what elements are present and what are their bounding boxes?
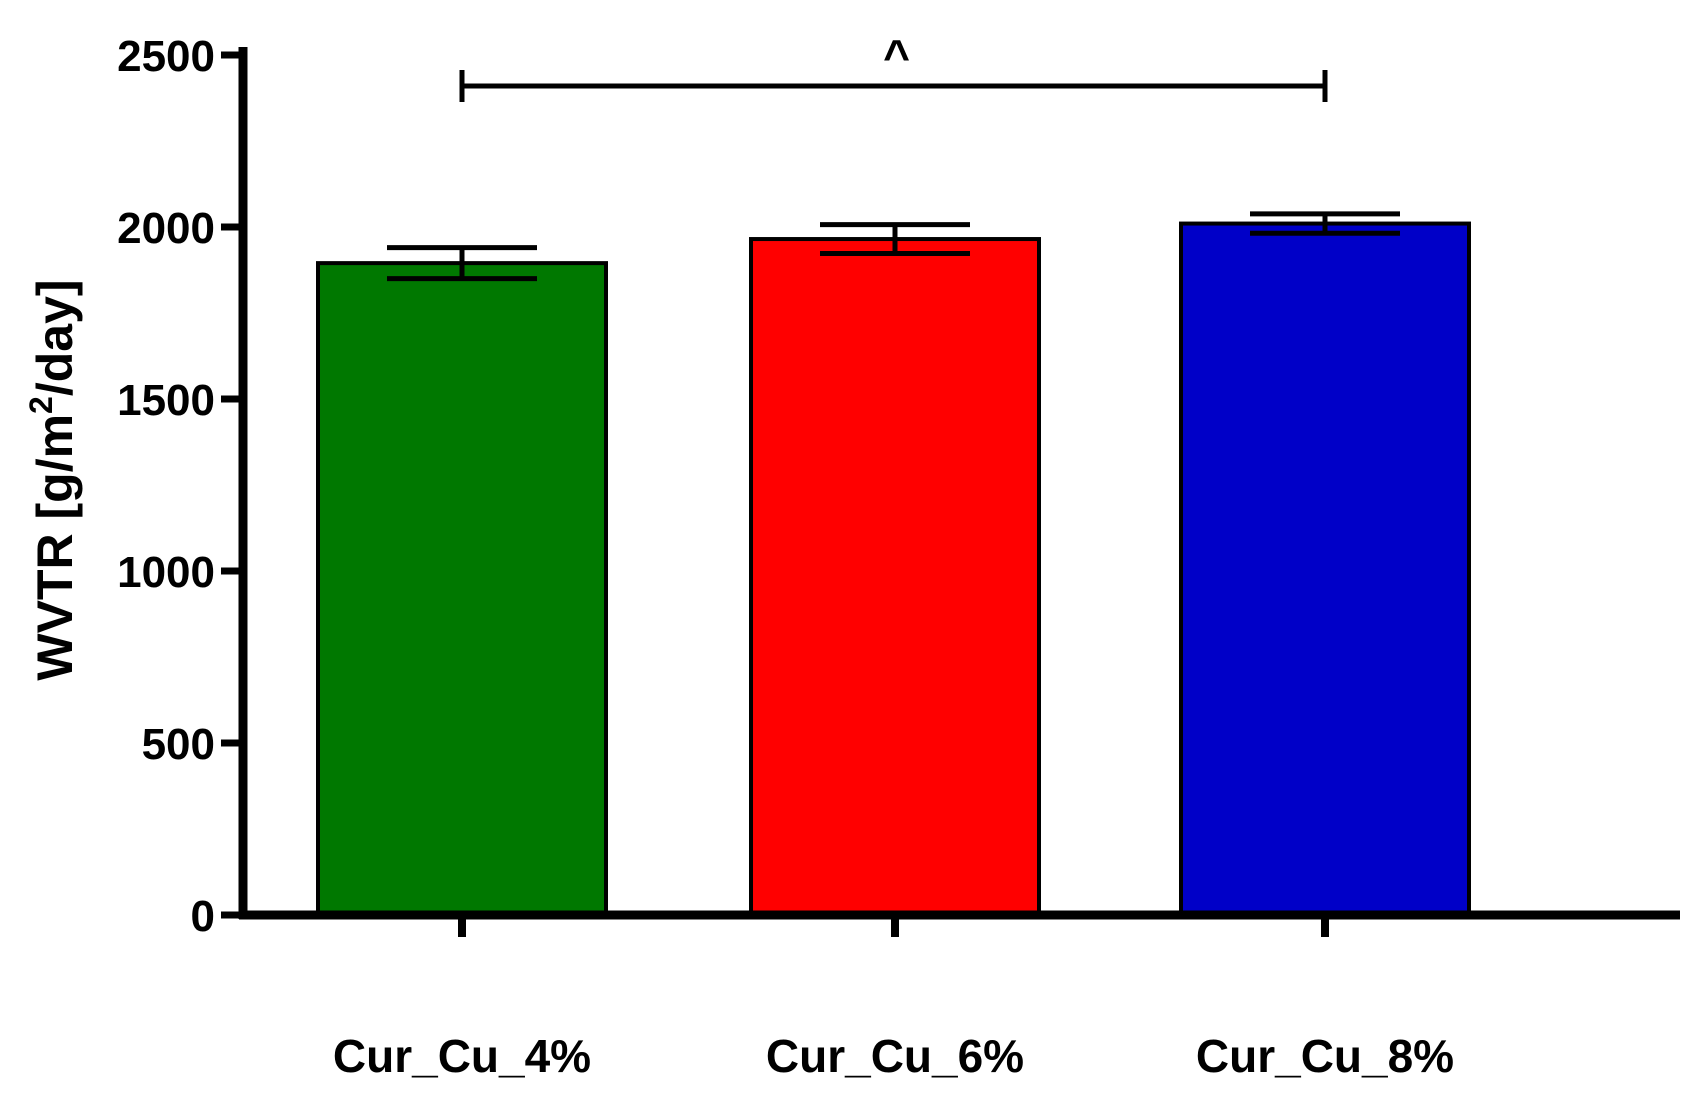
y-axis-label-end: /day] bbox=[27, 279, 83, 396]
bars-layer bbox=[316, 221, 1471, 918]
y-tick-label: 500 bbox=[142, 720, 215, 769]
x-category-label: Cur_Cu_6% bbox=[766, 1030, 1024, 1082]
y-axis-label-main: WVTR [g/m bbox=[27, 414, 83, 681]
bar bbox=[749, 237, 1041, 918]
bar bbox=[316, 261, 608, 917]
y-axis-label-superscript: 2 bbox=[23, 396, 59, 414]
x-category-label: Cur_Cu_8% bbox=[1196, 1030, 1454, 1082]
bar bbox=[1179, 221, 1471, 917]
axes-layer bbox=[238, 47, 1680, 920]
significance-annotation: ^ bbox=[459, 30, 1328, 102]
y-tick-label: 0 bbox=[191, 892, 215, 941]
error-bars-layer bbox=[387, 211, 1400, 282]
x-category-label: Cur_Cu_4% bbox=[333, 1030, 591, 1082]
x-categories-layer: Cur_Cu_4% Cur_Cu_6% Cur_Cu_8% bbox=[333, 915, 1454, 1082]
y-tick-label: 1500 bbox=[117, 376, 215, 425]
significance-marker: ^ bbox=[883, 30, 910, 82]
y-tick-label: 1000 bbox=[117, 548, 215, 597]
y-axis-label: WVTR [g/m2/day] bbox=[23, 279, 83, 680]
y-tick-label: 2500 bbox=[117, 32, 215, 81]
y-tick-label: 2000 bbox=[117, 204, 215, 253]
y-ticks-layer: 0 500 1000 1500 2000 2500 bbox=[117, 32, 243, 941]
